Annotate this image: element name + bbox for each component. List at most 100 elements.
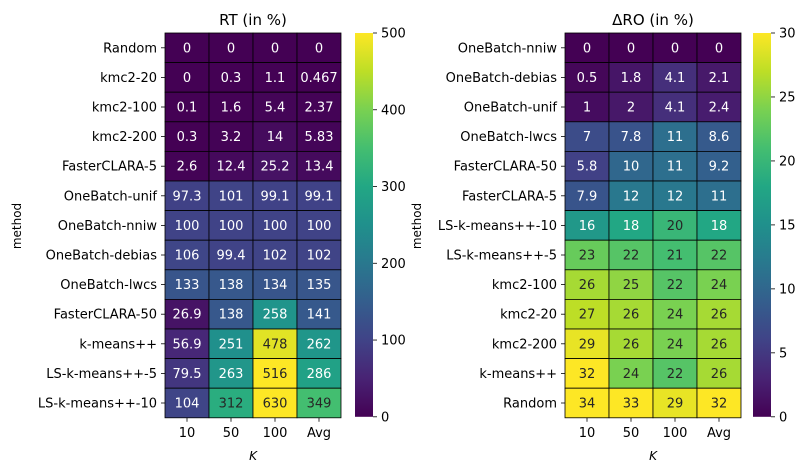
heatmap-cell xyxy=(252,210,298,241)
heatmap-cell xyxy=(564,91,610,123)
colorbar-gradient xyxy=(753,33,771,417)
cell-value-label: 34 xyxy=(579,397,596,412)
cell-value-label: 3.2 xyxy=(221,130,242,145)
heatmap-cell xyxy=(696,387,742,419)
heatmap-cell xyxy=(296,180,342,212)
cell-value-label: 29 xyxy=(579,337,596,352)
cell-value-label: 11 xyxy=(667,160,684,175)
colorbar-tick-label: 100 xyxy=(381,334,406,349)
row-label: OneBatch-unif xyxy=(64,189,158,204)
row-label: k-means++ xyxy=(79,337,157,352)
heatmap-cell xyxy=(296,298,342,330)
dro-colorbar: 0 5 10 15 20 25 30 xyxy=(753,27,796,425)
heatmap-cell xyxy=(608,358,654,389)
heatmap-cell xyxy=(164,239,210,271)
colorbar-tick-label: 0 xyxy=(779,410,787,425)
dro-chart-title: ΔRO (in %) xyxy=(612,11,694,29)
cell-value-label: 26 xyxy=(623,308,640,323)
dro-heatmap-panel: ΔRO (in %) K method 0 0 0 00.5 1.8 4.1 2.11 2 4.… xyxy=(410,11,796,463)
cell-value-label: 99.1 xyxy=(261,189,290,204)
cell-value-label: 7.9 xyxy=(577,189,598,204)
colorbar-tick-label: 30 xyxy=(779,27,796,42)
heatmap-cell xyxy=(164,387,210,419)
cell-value-label: 135 xyxy=(307,278,332,293)
cell-value-label: 14 xyxy=(267,130,284,145)
heatmap-cell xyxy=(608,210,654,241)
heatmap-cell xyxy=(696,180,742,212)
heatmap-cell xyxy=(564,269,610,300)
colorbar-tick-label: 10 xyxy=(779,282,796,297)
row-label: FasterCLARA-5 xyxy=(462,189,557,204)
cell-value-label: 16 xyxy=(579,219,596,234)
cell-value-label: 5.4 xyxy=(265,101,286,116)
heatmap-cell xyxy=(696,32,742,64)
heatmap-cell xyxy=(208,91,254,123)
colorbar-tick-label: 200 xyxy=(381,257,406,272)
row-label: kmc2-200 xyxy=(92,130,157,145)
cell-value-label: 21 xyxy=(667,249,684,264)
heatmap-cell xyxy=(696,91,742,123)
cell-value-label: 22 xyxy=(667,278,684,293)
row-label: FasterCLARA-50 xyxy=(454,160,557,175)
cell-value-label: 141 xyxy=(307,308,332,323)
cell-value-label: 100 xyxy=(219,219,244,234)
cell-value-label: 56.9 xyxy=(173,337,202,352)
cell-value-label: 8.6 xyxy=(709,130,730,145)
heatmap-cell xyxy=(296,387,342,419)
cell-value-label: 133 xyxy=(175,278,200,293)
cell-value-label: 33 xyxy=(623,397,640,412)
row-label: OneBatch-unif xyxy=(464,101,558,116)
row-label: kmc2-20 xyxy=(100,71,157,86)
cell-value-label: 32 xyxy=(579,367,596,382)
cell-value-label: 138 xyxy=(219,308,244,323)
cell-value-label: 2.1 xyxy=(709,71,730,86)
row-label: LS-k-means++-5 xyxy=(46,367,157,382)
dro-x-axis-label: K xyxy=(649,449,658,463)
cell-value-label: 24 xyxy=(667,308,684,323)
cell-value-label: 22 xyxy=(623,249,640,264)
cell-value-label: 263 xyxy=(219,367,244,382)
rt-heatmap-cells: 0 0 0 0 0 0.3 1.1 0.467 0.1 1.6 5.4 2.37 0.3 3.2 14 5.8… xyxy=(164,32,342,419)
heatmap-cell xyxy=(652,32,698,64)
heatmap-cell xyxy=(252,387,298,419)
cell-value-label: 26 xyxy=(579,278,596,293)
heatmap-cell xyxy=(252,358,298,389)
cell-value-label: 24 xyxy=(667,337,684,352)
rt-colorbar: 0 100 200 300 400 500 xyxy=(355,27,406,425)
cell-value-label: 0.467 xyxy=(300,71,337,86)
heatmap-cell xyxy=(696,121,742,152)
cell-value-label: 251 xyxy=(219,337,244,352)
heatmap-cell xyxy=(696,298,742,330)
cell-value-label: 262 xyxy=(307,337,332,352)
cell-value-label: 12 xyxy=(667,189,684,204)
cell-value-label: 100 xyxy=(307,219,332,234)
cell-value-label: 12 xyxy=(623,189,640,204)
heatmap-cell xyxy=(652,62,698,93)
cell-value-label: 24 xyxy=(711,278,728,293)
colorbar-tick-label: 20 xyxy=(779,154,796,169)
colorbar-tick-label: 400 xyxy=(381,103,406,118)
colorbar-tick-label: 5 xyxy=(779,346,787,361)
cell-value-label: 0 xyxy=(183,71,191,86)
heatmap-cell xyxy=(252,298,298,330)
rt-column-labels: 10 50 100 Avg xyxy=(179,417,331,441)
cell-value-label: 2.6 xyxy=(177,160,198,175)
column-label: 50 xyxy=(623,426,640,441)
cell-value-label: 0 xyxy=(715,41,723,56)
cell-value-label: 0 xyxy=(627,41,635,56)
heatmap-cell xyxy=(296,269,342,300)
heatmap-cell xyxy=(164,180,210,212)
heatmap-cell xyxy=(564,150,610,182)
cell-value-label: 32 xyxy=(711,397,728,412)
cell-value-label: 349 xyxy=(307,397,332,412)
column-label: 10 xyxy=(579,426,596,441)
cell-value-label: 99.4 xyxy=(217,249,246,264)
heatmap-cell xyxy=(296,150,342,182)
heatmap-cell xyxy=(208,62,254,93)
heatmap-cell xyxy=(296,91,342,123)
cell-value-label: 26 xyxy=(623,337,640,352)
cell-value-label: 27 xyxy=(579,308,596,323)
cell-value-label: 2.37 xyxy=(305,101,334,116)
row-label: LS-k-means++-10 xyxy=(38,397,157,412)
heatmap-cell xyxy=(208,358,254,389)
